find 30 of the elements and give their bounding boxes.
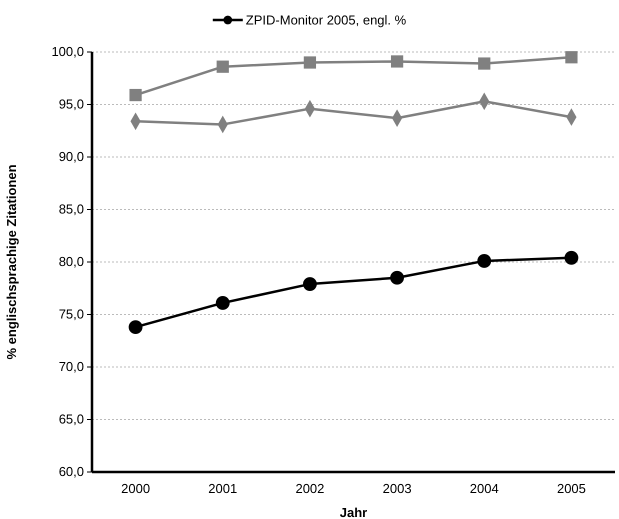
y-tick-label: 90,0 (58, 149, 84, 164)
point (390, 270, 404, 285)
y-axis-title: % englischsprachige Zitationen (4, 164, 19, 360)
point (304, 56, 316, 69)
y-tick-label: 75,0 (58, 306, 84, 322)
point (216, 60, 229, 73)
point (303, 277, 317, 291)
y-tick-label: 95,0 (58, 96, 84, 112)
y-tick-label: 65,0 (58, 412, 84, 427)
point (216, 296, 230, 310)
point (390, 55, 404, 68)
point (477, 254, 492, 268)
point (129, 88, 142, 102)
y-tick-label: 85,0 (58, 202, 84, 217)
point (564, 250, 578, 265)
point (478, 57, 490, 70)
x-tick-label: 2005 (556, 481, 586, 496)
y-tick-label: 60,0 (58, 464, 84, 480)
legend-label: ZPID-Monitor 2005, engl. % (246, 12, 407, 28)
x-axis-title: Jahr (340, 505, 368, 519)
x-tick-label: 2003 (382, 481, 412, 496)
point (565, 51, 578, 64)
point (128, 320, 142, 334)
x-tick-label: 2000 (121, 481, 150, 496)
x-tick-label: 2004 (470, 481, 499, 496)
y-tick-label: 80,0 (58, 254, 84, 270)
x-tick-label: 2002 (295, 481, 324, 496)
y-tick-label: 70,0 (58, 359, 84, 374)
x-tick-label: 2001 (208, 481, 238, 496)
y-tick-label: 100,0 (51, 44, 84, 60)
